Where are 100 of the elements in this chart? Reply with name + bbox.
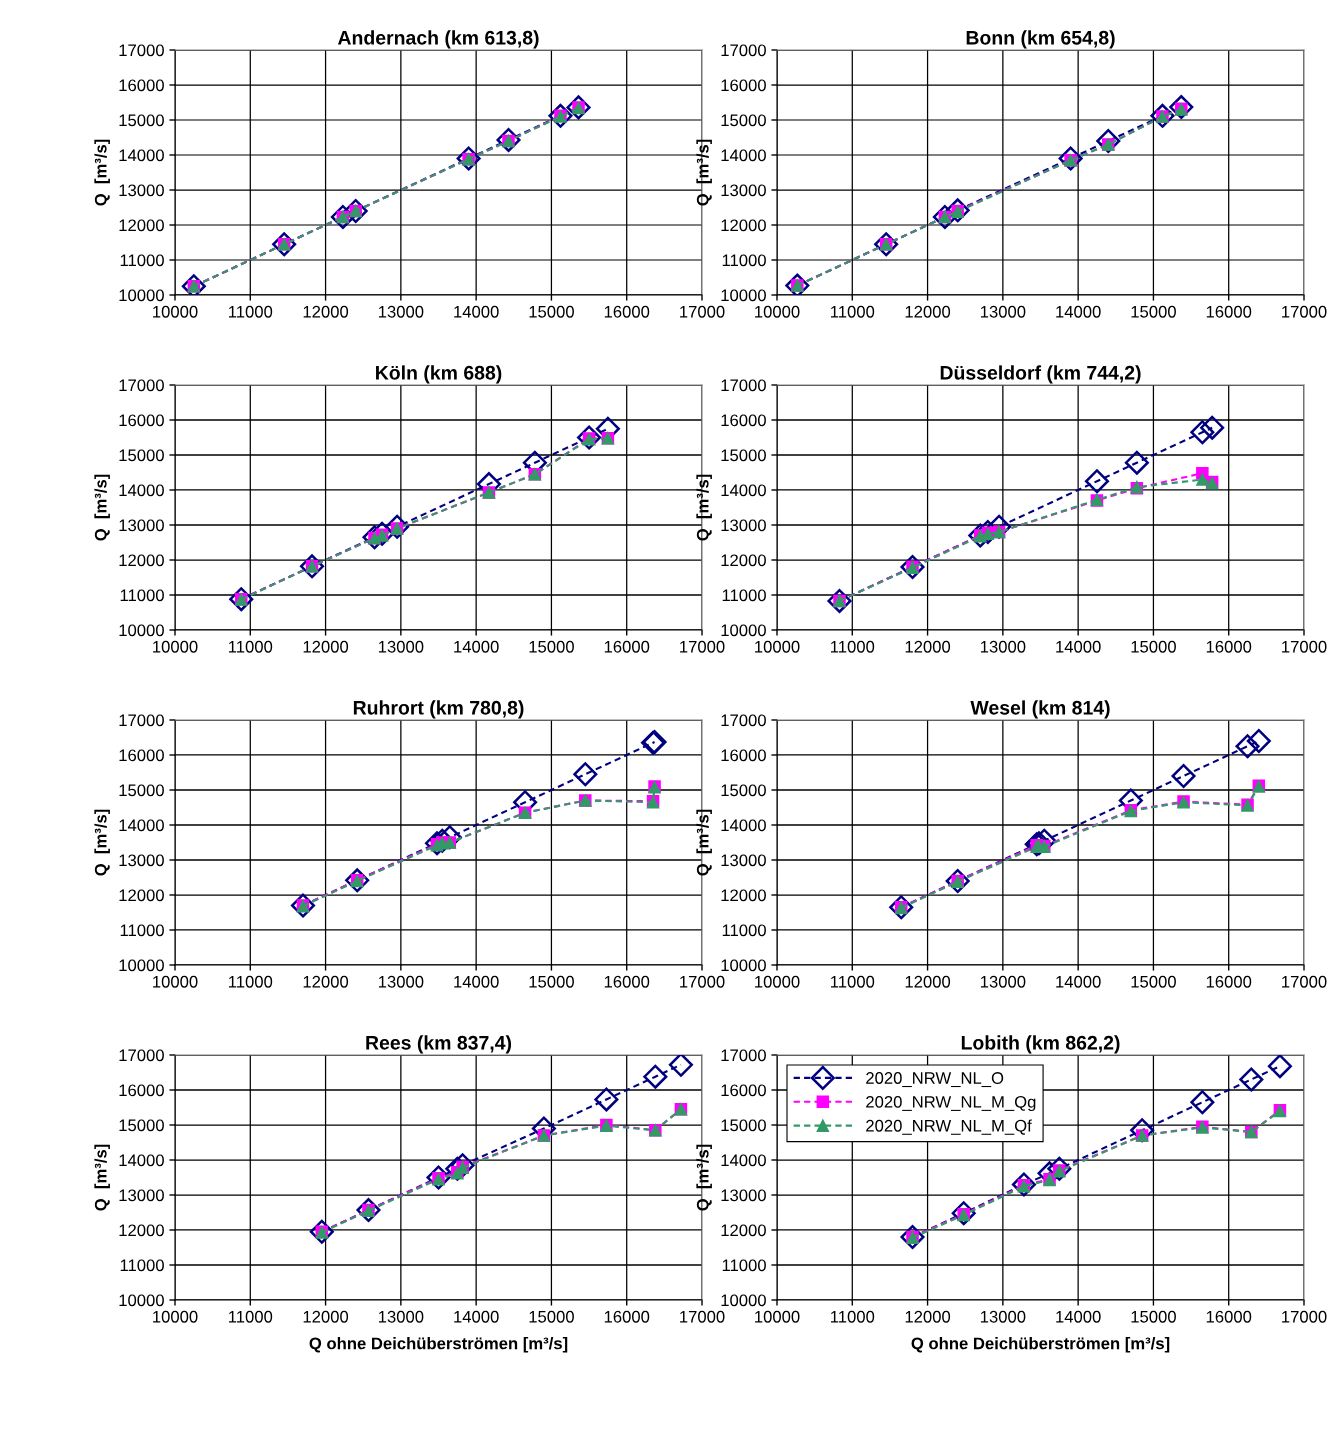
- y-axis-title: Q [m³/s]: [94, 809, 110, 876]
- y-axis-title: Q [m³/s]: [696, 809, 712, 876]
- legend-label: 2020_NRW_NL_O: [866, 1072, 1004, 1088]
- x-tick-label: 12000: [905, 305, 951, 318]
- y-tick-label: 17000: [721, 44, 766, 57]
- y-axis-title: Q [m³/s]: [94, 1144, 110, 1211]
- x-tick-label: 16000: [604, 1310, 650, 1323]
- x-tick-label: 13000: [980, 975, 1026, 988]
- x-tick-label: 15000: [1131, 640, 1176, 653]
- y-tick-label: 11000: [120, 589, 164, 602]
- y-tick-label: 17000: [119, 44, 164, 57]
- x-tick-label: 11000: [229, 640, 273, 653]
- x-tick-label: 10000: [755, 640, 800, 653]
- y-tick-label: 17000: [119, 1049, 164, 1062]
- y-tick-label: 13000: [721, 854, 766, 867]
- y-tick-label: 12000: [119, 889, 164, 902]
- x-tick-label: 14000: [1056, 1310, 1101, 1323]
- x-tick-label: 13000: [378, 305, 424, 318]
- y-tick-label: 15000: [721, 1119, 766, 1132]
- y-tick-label: 11000: [722, 254, 766, 267]
- x-tick-label: 10000: [153, 1310, 198, 1323]
- y-tick-label: 16000: [721, 1084, 766, 1097]
- y-tick-label: 10000: [119, 1294, 164, 1307]
- y-tick-label: 16000: [721, 79, 766, 92]
- x-tick-label: 13000: [378, 975, 424, 988]
- y-tick-label: 14000: [119, 484, 164, 497]
- x-tick-label: 11000: [229, 1310, 273, 1323]
- x-tick-label: 10000: [755, 305, 800, 318]
- y-tick-label: 12000: [721, 1224, 766, 1237]
- x-tick-label: 16000: [604, 975, 650, 988]
- y-tick-label: 11000: [120, 254, 164, 267]
- y-tick-label: 17000: [721, 714, 766, 727]
- legend-label: 2020_NRW_NL_M_Qf: [866, 1119, 1032, 1135]
- x-tick-label: 15000: [529, 305, 574, 318]
- x-tick-label: 14000: [454, 640, 499, 653]
- y-tick-label: 13000: [119, 519, 164, 532]
- y-tick-label: 15000: [119, 449, 164, 462]
- chart-title: Düsseldorf (km 744,2): [940, 365, 1141, 384]
- y-tick-label: 14000: [721, 819, 766, 832]
- legend-label: 2020_NRW_NL_M_Qg: [866, 1095, 1036, 1112]
- y-tick-label: 13000: [721, 1189, 766, 1202]
- y-tick-label: 15000: [119, 114, 164, 127]
- x-tick-label: 16000: [1206, 305, 1252, 318]
- x-tick-label: 13000: [980, 305, 1026, 318]
- x-tick-label: 17000: [1282, 305, 1327, 318]
- x-tick-label: 14000: [454, 305, 499, 318]
- y-tick-label: 17000: [119, 379, 164, 392]
- x-tick-label: 15000: [529, 640, 574, 653]
- chart-title: Andernach (km 613,8): [337, 30, 539, 49]
- x-tick-label: 15000: [1131, 1310, 1176, 1323]
- x-tick-label: 12000: [303, 1310, 349, 1323]
- y-tick-label: 16000: [721, 414, 766, 427]
- y-tick-label: 13000: [721, 519, 766, 532]
- x-tick-label: 12000: [905, 975, 951, 988]
- y-tick-label: 12000: [721, 219, 766, 232]
- y-tick-label: 15000: [119, 1119, 164, 1132]
- x-tick-label: 11000: [831, 975, 875, 988]
- y-tick-label: 11000: [120, 924, 164, 937]
- y-axis-title: Q [m³/s]: [696, 139, 712, 206]
- y-tick-label: 13000: [721, 184, 766, 197]
- chart-title: Rees (km 837,4): [366, 1035, 512, 1054]
- y-tick-label: 13000: [119, 1189, 164, 1202]
- x-tick-label: 16000: [1206, 640, 1252, 653]
- x-tick-label: 12000: [905, 640, 951, 653]
- chart-title: Ruhrort (km 780,8): [353, 700, 524, 719]
- x-tick-label: 10000: [755, 1310, 800, 1323]
- y-tick-label: 16000: [119, 79, 164, 92]
- y-axis-title: Q [m³/s]: [696, 474, 712, 541]
- y-tick-label: 10000: [119, 624, 164, 637]
- x-tick-label: 16000: [1206, 1310, 1252, 1323]
- y-axis-title: Q [m³/s]: [94, 474, 110, 541]
- x-tick-label: 14000: [454, 975, 499, 988]
- y-tick-label: 10000: [721, 1294, 766, 1307]
- x-tick-label: 11000: [831, 1310, 875, 1323]
- x-tick-label: 13000: [378, 640, 424, 653]
- y-tick-label: 14000: [721, 149, 766, 162]
- x-tick-label: 16000: [604, 640, 650, 653]
- x-tick-label: 10000: [755, 975, 800, 988]
- x-tick-label: 15000: [529, 1310, 574, 1323]
- y-tick-label: 12000: [721, 554, 766, 567]
- x-tick-label: 16000: [1206, 975, 1252, 988]
- y-tick-label: 17000: [721, 1049, 766, 1062]
- x-tick-label: 15000: [1131, 975, 1176, 988]
- y-tick-label: 16000: [721, 749, 766, 762]
- x-tick-label: 11000: [831, 640, 875, 653]
- y-tick-label: 16000: [119, 1084, 164, 1097]
- y-tick-label: 11000: [722, 1259, 766, 1272]
- x-tick-label: 11000: [229, 305, 273, 318]
- chart-title: Wesel (km 814): [970, 700, 1110, 719]
- x-tick-label: 17000: [1282, 640, 1327, 653]
- y-tick-label: 11000: [722, 924, 766, 937]
- x-tick-label: 13000: [980, 640, 1026, 653]
- x-tick-label: 16000: [604, 305, 650, 318]
- x-tick-label: 17000: [1282, 1310, 1327, 1323]
- y-tick-label: 15000: [721, 114, 766, 127]
- x-tick-label: 12000: [905, 1310, 951, 1323]
- y-tick-label: 12000: [119, 1224, 164, 1237]
- y-tick-label: 14000: [119, 1154, 164, 1167]
- y-tick-label: 17000: [721, 379, 766, 392]
- x-tick-label: 12000: [303, 305, 349, 318]
